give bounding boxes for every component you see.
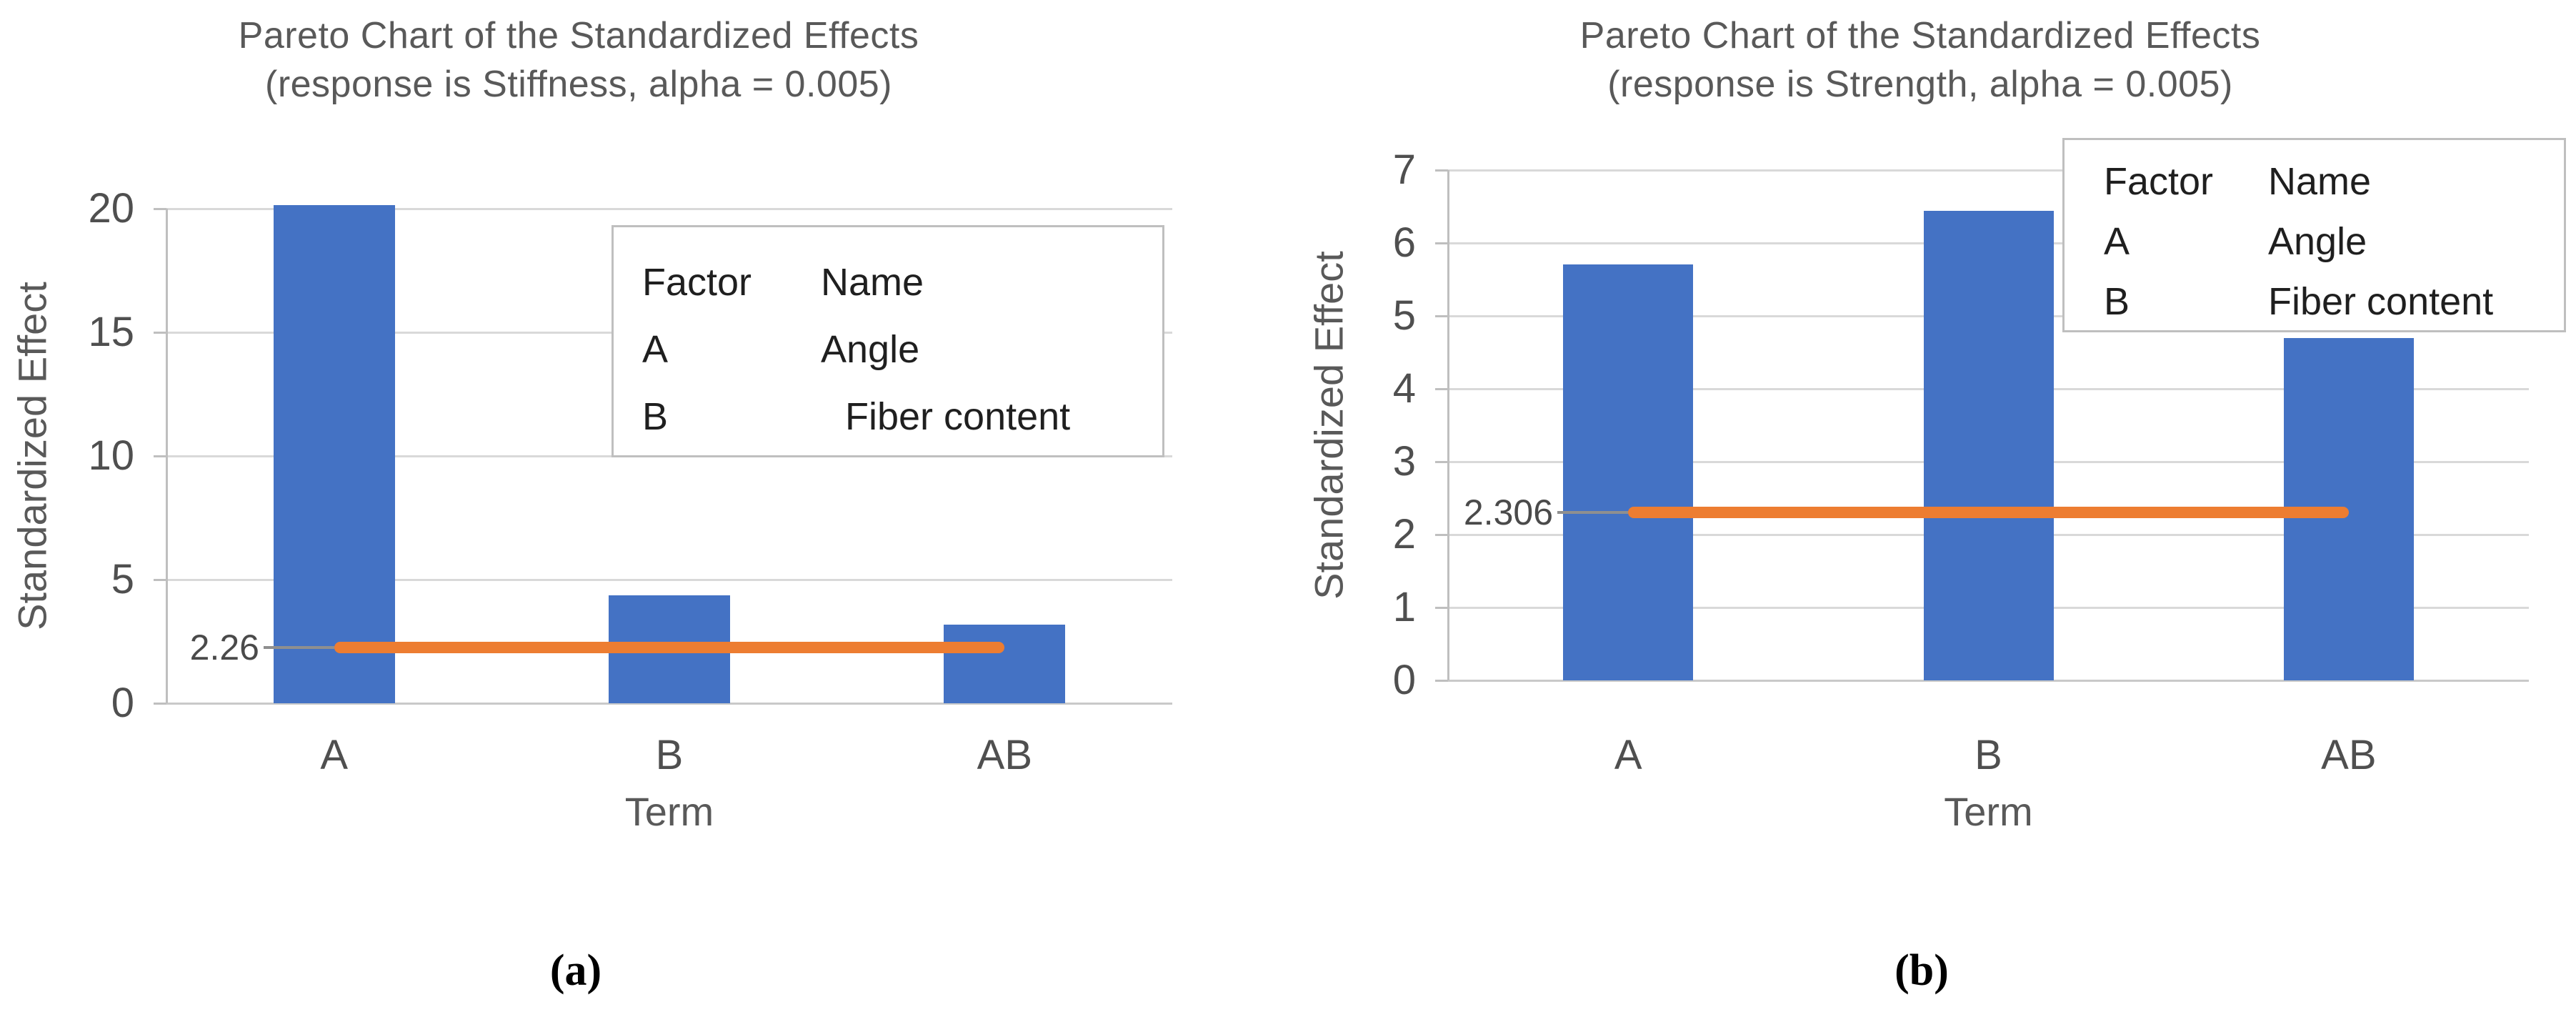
chart-panel-strength: Pareto Chart of the Standardized Effects… [1290, 0, 2576, 1022]
reference-value-label: 2.306 [1463, 492, 1553, 532]
y-axis-tick-4 [1435, 387, 1448, 390]
chart-panel-stiffness: Pareto Chart of the Standardized Effects… [0, 0, 1286, 1022]
reference-line [334, 641, 1005, 653]
y-tick-label-2: 2 [1392, 511, 1416, 557]
y-axis-tick-7 [1435, 169, 1448, 172]
y-axis-tick-5 [154, 578, 166, 581]
y-axis-tick-6 [1435, 242, 1448, 244]
legend-factor-cell: Factor [2104, 160, 2214, 203]
legend-factor-cell: B [2104, 280, 2130, 323]
legend-row-2: B Fiber content [642, 383, 1162, 450]
y-axis-tick-5 [1435, 314, 1448, 317]
reference-line [1628, 506, 2349, 518]
legend-row-1: A Angle [2104, 212, 2564, 272]
y-tick-label-6: 6 [1392, 219, 1416, 266]
bar-AB [944, 625, 1066, 703]
gridline-5 [166, 578, 1172, 581]
x-tick-label-AB: AB [2321, 732, 2377, 778]
y-axis-tick-15 [154, 331, 166, 334]
y-axis-line [166, 209, 168, 703]
x-tick-label-AB: AB [977, 732, 1033, 778]
chart-title-line2: (response is Strength, alpha = 0.005) [1607, 64, 2233, 105]
gridline-20 [166, 207, 1172, 210]
chart-title-line1: Pareto Chart of the Standardized Effects [238, 15, 919, 56]
y-tick-label-0: 0 [111, 680, 134, 726]
x-axis-label: Term [1944, 789, 2033, 834]
y-tick-label-1: 1 [1392, 584, 1416, 630]
y-tick-label-10: 10 [88, 432, 134, 479]
factor-legend: Factor Name A Angle B Fiber content [2062, 138, 2566, 332]
y-axis-tick-10 [154, 455, 166, 457]
subfigure-caption-b: (b) [1894, 946, 1949, 995]
subfigure-caption-a: (a) [549, 946, 602, 995]
y-tick-label-7: 7 [1392, 147, 1416, 193]
bar-A [273, 204, 395, 703]
gridline-7 [1448, 169, 2529, 172]
legend-name-cell: Fiber content [2268, 280, 2494, 323]
reference-value-label: 2.26 [189, 627, 259, 668]
chart-title: Pareto Chart of the Standardized Effects… [1290, 11, 2550, 109]
legend-name-cell: Name [821, 261, 924, 304]
x-tick-label-A: A [1614, 732, 1642, 778]
reference-connector-line [1557, 510, 1629, 514]
legend-name-cell: Fiber content [845, 395, 1071, 438]
bar-B [1923, 211, 2054, 680]
y-axis-tick-0 [154, 702, 166, 705]
y-tick-label-3: 3 [1392, 438, 1416, 485]
legend-row-1: A Angle [642, 316, 1162, 383]
y-tick-label-20: 20 [88, 185, 134, 232]
gridline-0 [166, 702, 1172, 705]
reference-connector-line [264, 645, 334, 649]
legend-factor-cell: A [642, 328, 669, 371]
legend-name-cell: Angle [2268, 220, 2367, 263]
legend-row-2: B Fiber content [2104, 272, 2564, 332]
legend-row-0: Factor Name [2104, 152, 2564, 212]
chart-title-line1: Pareto Chart of the Standardized Effects [1579, 15, 2261, 56]
y-axis-tick-2 [1435, 533, 1448, 536]
chart-title: Pareto Chart of the Standardized Effects… [0, 11, 1157, 109]
bar-A [1563, 264, 1694, 680]
y-axis-tick-0 [1435, 679, 1448, 682]
legend-factor-cell: Factor [642, 261, 752, 304]
x-axis-label: Term [624, 789, 714, 834]
x-tick-label-B: B [655, 732, 684, 778]
legend-name-cell: Name [2268, 160, 2372, 203]
y-tick-label-4: 4 [1392, 365, 1416, 412]
y-tick-label-0: 0 [1392, 657, 1416, 703]
gridline-0 [1448, 679, 2529, 682]
legend-factor-cell: A [2104, 220, 2130, 263]
legend-row-0: Factor Name [642, 249, 1162, 316]
y-tick-label-5: 5 [111, 556, 134, 602]
y-tick-label-5: 5 [1392, 292, 1416, 339]
legend-factor-cell: B [642, 395, 669, 438]
factor-legend: Factor Name A Angle B Fiber content [611, 225, 1164, 457]
y-tick-label-15: 15 [88, 309, 134, 355]
y-axis-line [1447, 170, 1449, 680]
y-axis-tick-3 [1435, 460, 1448, 463]
y-axis-tick-1 [1435, 606, 1448, 609]
x-tick-label-A: A [320, 732, 348, 778]
x-tick-label-B: B [1975, 732, 2002, 778]
legend-name-cell: Angle [821, 328, 920, 371]
plot-area: 0 1 2 3 4 5 6 7 A B AB [1393, 147, 2529, 778]
y-axis-tick-20 [154, 207, 166, 210]
chart-title-line2: (response is Stiffness, alpha = 0.005) [265, 64, 892, 105]
